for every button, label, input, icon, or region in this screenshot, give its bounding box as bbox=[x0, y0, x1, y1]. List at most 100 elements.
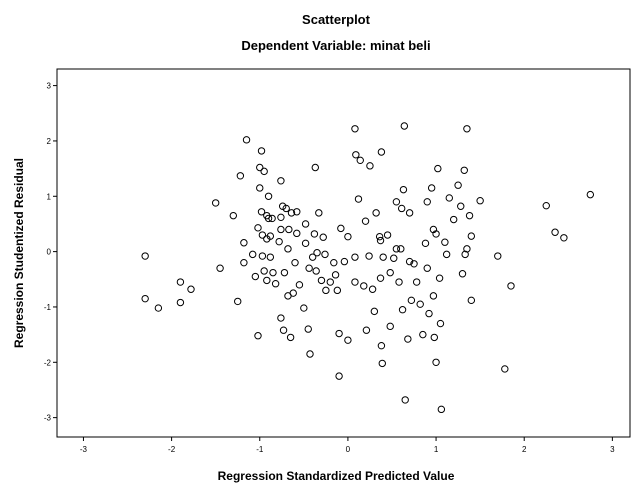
scatter-point bbox=[458, 270, 467, 278]
scatter-point bbox=[405, 257, 414, 266]
y-tick-label: -2 bbox=[44, 358, 52, 367]
scatter-point bbox=[442, 250, 451, 259]
scatter-point bbox=[386, 268, 394, 277]
scatter-point bbox=[542, 201, 550, 210]
scatter-point bbox=[310, 230, 319, 238]
scatter-point bbox=[434, 164, 442, 173]
scatter-point bbox=[254, 224, 262, 232]
scatter-point bbox=[251, 272, 260, 281]
scatter-point bbox=[436, 319, 445, 328]
x-axis-label: Regression Standardized Predicted Value bbox=[218, 469, 455, 483]
scatter-point bbox=[242, 136, 251, 144]
scatter-point bbox=[375, 232, 384, 241]
scatter-point bbox=[430, 333, 438, 342]
scatter-point bbox=[395, 278, 403, 286]
scatter-point bbox=[330, 258, 338, 267]
scatter-point bbox=[586, 190, 595, 199]
scatter-point bbox=[437, 405, 446, 414]
scatter-point bbox=[423, 198, 431, 206]
scatter-point bbox=[405, 209, 414, 217]
scatter-point bbox=[412, 278, 421, 286]
scatter-point bbox=[321, 250, 329, 259]
scatter-point bbox=[376, 274, 385, 282]
scatter-point bbox=[476, 197, 484, 205]
scatter-point bbox=[465, 211, 474, 220]
scatter-point bbox=[300, 304, 308, 312]
scatter-point bbox=[392, 245, 401, 253]
scatter-point bbox=[335, 372, 343, 380]
scatter-point bbox=[401, 396, 409, 404]
scatter-point bbox=[376, 236, 385, 245]
scatter-point bbox=[379, 253, 387, 261]
scatter-point bbox=[551, 228, 559, 236]
data-points bbox=[141, 122, 595, 414]
scatter-point bbox=[377, 341, 386, 350]
scatter-point bbox=[398, 306, 407, 314]
scatter-point bbox=[176, 278, 185, 286]
y-tick-label: -3 bbox=[44, 414, 52, 423]
y-axis: -3 -2 -1 0 1 2 3 bbox=[44, 82, 57, 423]
scatter-point bbox=[277, 213, 285, 222]
scatter-point bbox=[275, 237, 283, 246]
scatter-point bbox=[432, 230, 440, 238]
scatter-point bbox=[435, 274, 444, 282]
scatter-point bbox=[266, 232, 275, 240]
scatter-point bbox=[356, 156, 364, 165]
scatter-point bbox=[344, 232, 352, 241]
scatter-point bbox=[419, 330, 427, 339]
scatter-point bbox=[390, 254, 398, 262]
scatter-point bbox=[340, 257, 349, 266]
scatter-point bbox=[269, 268, 277, 277]
scatter-point bbox=[386, 322, 394, 331]
y-tick-label: 1 bbox=[47, 192, 52, 201]
y-axis-label: Regression Studentized Residual bbox=[12, 158, 26, 348]
scatter-point bbox=[365, 252, 373, 260]
scatter-point bbox=[229, 211, 238, 220]
scatter-point bbox=[277, 314, 285, 322]
scatter-point bbox=[362, 326, 371, 334]
scatter-point bbox=[337, 224, 345, 233]
scatter-point bbox=[319, 233, 327, 241]
scatter-point bbox=[280, 268, 289, 277]
scatter-point bbox=[312, 267, 320, 275]
scatter-point bbox=[494, 252, 502, 260]
scatter-point bbox=[271, 280, 280, 288]
scatter-point bbox=[305, 264, 313, 272]
x-tick-label: 3 bbox=[610, 445, 615, 454]
scatter-point bbox=[277, 225, 285, 234]
scatter-point bbox=[377, 148, 386, 156]
scatter-point bbox=[366, 162, 374, 170]
scatter-point bbox=[351, 125, 359, 133]
scatter-point bbox=[301, 220, 310, 228]
y-tick-label: 0 bbox=[47, 248, 52, 257]
scatter-point bbox=[234, 297, 242, 306]
scatter-point bbox=[301, 239, 310, 248]
scatter-point bbox=[467, 232, 476, 240]
scatter-point bbox=[326, 278, 334, 286]
scatter-point bbox=[236, 172, 245, 180]
scatter-point bbox=[441, 238, 449, 246]
scatter-point bbox=[317, 276, 326, 285]
scatter-point bbox=[249, 250, 257, 259]
scatter-point bbox=[256, 184, 264, 192]
scatter-point bbox=[311, 163, 319, 172]
scatter-point bbox=[268, 214, 276, 223]
scatter-point bbox=[254, 332, 262, 340]
scatter-point bbox=[287, 209, 296, 217]
scatter-point bbox=[333, 286, 342, 295]
scatter-point bbox=[351, 253, 359, 261]
x-tick-label: -2 bbox=[168, 445, 176, 454]
scatter-point bbox=[279, 326, 288, 334]
scatter-point bbox=[282, 204, 290, 213]
y-tick-label: -1 bbox=[44, 303, 52, 312]
x-tick-label: -1 bbox=[256, 445, 264, 454]
scatter-point bbox=[399, 185, 408, 194]
scatter-point bbox=[368, 285, 377, 293]
scatter-point bbox=[457, 202, 465, 210]
scatter-point bbox=[293, 208, 301, 216]
scatter-point bbox=[392, 198, 401, 206]
x-tick-label: -3 bbox=[80, 445, 88, 454]
scatter-point bbox=[397, 204, 406, 213]
scatter-point bbox=[372, 209, 380, 217]
